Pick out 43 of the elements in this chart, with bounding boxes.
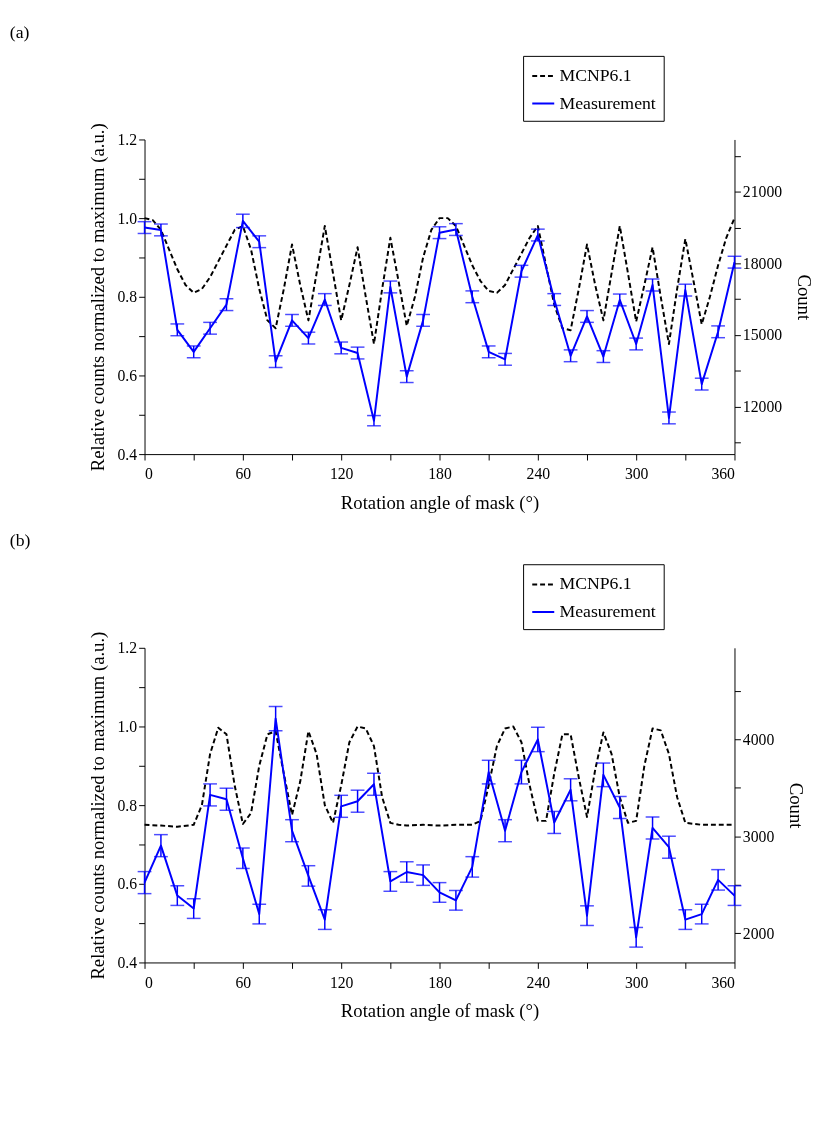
y-tick-label: 1.2 (117, 639, 138, 657)
y2-axis-title: Count (786, 782, 808, 830)
chart-title: (b) (9, 530, 31, 551)
y2-tick-label: 18000 (742, 254, 783, 272)
y2-tick-label: 3000 (742, 827, 775, 845)
x-axis-title: Rotation angle of mask (°) (340, 1000, 540, 1023)
y-tick-label: 1.0 (117, 717, 138, 735)
x-tick-label: 240 (526, 465, 551, 483)
y2-tick-label: 21000 (742, 183, 783, 201)
y-axis-title: Relative counts normalized to maximum (a.u.) (86, 123, 109, 472)
y2-tick-label: 15000 (742, 326, 783, 344)
x-tick-label: 0 (145, 973, 154, 991)
y-tick-label: 1.0 (117, 209, 138, 227)
y-axis-title: Relative counts normalized to maximum (a.u.) (86, 631, 109, 980)
x-tick-label: 60 (235, 465, 252, 483)
y-tick-label: 0.4 (117, 953, 138, 971)
x-tick-label: 180 (428, 465, 452, 483)
y-tick-label: 0.6 (117, 366, 138, 384)
y2-tick-label: 12000 (742, 397, 783, 415)
legend-label: Measurement (559, 600, 656, 621)
legend-label: MCNP6.1 (559, 573, 632, 594)
x-tick-label: 120 (329, 465, 354, 483)
legend-label: MCNP6.1 (559, 64, 632, 85)
y2-tick-label: 2000 (742, 924, 775, 942)
x-tick-label: 0 (145, 465, 154, 483)
x-tick-label: 180 (428, 973, 452, 991)
y-tick-label: 0.8 (117, 796, 138, 814)
y2-tick-label: 4000 (742, 730, 775, 748)
y2-axis-title: Count (793, 274, 815, 321)
legend-label: Measurement (559, 92, 656, 113)
x-tick-label: 60 (235, 973, 252, 991)
x-tick-label: 300 (624, 973, 649, 991)
x-axis-title: Rotation angle of mask (°) (340, 491, 540, 514)
x-tick-label: 360 (711, 973, 736, 991)
y-tick-label: 1.2 (117, 130, 138, 148)
y-tick-label: 0.6 (117, 875, 138, 893)
x-tick-label: 240 (526, 973, 551, 991)
y-tick-label: 0.4 (117, 445, 138, 463)
x-tick-label: 360 (711, 465, 736, 483)
x-tick-label: 300 (624, 465, 649, 483)
chart-title: (a) (9, 21, 30, 42)
y-tick-label: 0.8 (117, 288, 138, 306)
x-tick-label: 120 (329, 973, 354, 991)
